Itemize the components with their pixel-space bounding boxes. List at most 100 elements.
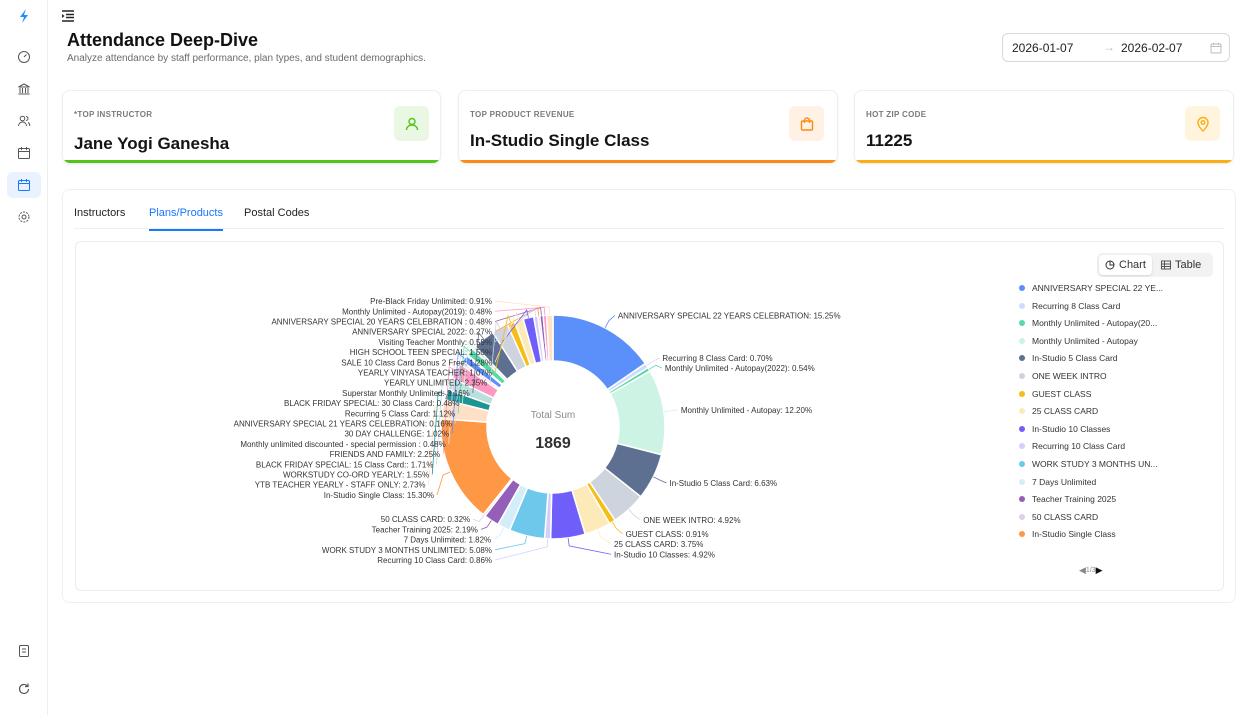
bank-icon (18, 83, 30, 95)
legend-label: Teacher Training 2025 (1032, 494, 1117, 505)
label-leader-line (494, 300, 551, 316)
legend-item[interactable]: In-Studio Single Class (1019, 527, 1116, 541)
legend-item[interactable]: GUEST CLASS (1019, 387, 1091, 401)
kpi-card-hot-zip: HOT ZIP CODE 11225 (854, 90, 1234, 164)
legend-label: GUEST CLASS (1032, 388, 1092, 399)
table-view-button[interactable]: Table (1155, 255, 1207, 275)
chart-view-button[interactable]: Chart (1099, 255, 1152, 275)
kpi-value: In-Studio Single Class (470, 131, 650, 150)
legend-item[interactable]: 7 Days Unlimited (1019, 475, 1096, 489)
label-leader-line (648, 364, 663, 370)
sidebar-item-users[interactable] (7, 108, 41, 134)
label-leader-line (442, 366, 457, 455)
label-leader-line (494, 307, 542, 322)
legend-label: ANNIVERSARY SPECIAL 22 YE... (1032, 283, 1164, 293)
slice-label: 25 CLASS CARD: 3.75% (614, 540, 703, 549)
end-date-field[interactable]: 2026-02-07 (1121, 41, 1183, 55)
donut-slice[interactable] (545, 314, 554, 362)
legend-item[interactable]: Recurring 8 Class Card (1019, 299, 1120, 313)
legend-item[interactable]: Monthly Unlimited - Autopay(20... (1019, 316, 1157, 330)
sidebar (0, 0, 48, 715)
legend-item[interactable]: In-Studio 5 Class Card (1019, 351, 1118, 365)
slice-label: BLACK FRIDAY SPECIAL: 15 Class Card:: 1.… (256, 460, 434, 469)
legend-item[interactable]: 25 CLASS CARD (1019, 404, 1098, 418)
legend-marker (1019, 408, 1025, 415)
legend-marker (1019, 285, 1025, 291)
start-date-field[interactable]: 2026-01-07 (1012, 41, 1074, 55)
sidebar-item-attendance[interactable] (7, 172, 41, 198)
label-leader-line (597, 529, 612, 545)
tab-postal-codes[interactable]: Postal Codes (244, 207, 310, 219)
gear-icon (18, 211, 30, 223)
center-value: 1869 (535, 435, 571, 452)
sidebar-item-bank[interactable] (7, 76, 41, 102)
legend-label: In-Studio 10 Classes (1032, 423, 1111, 434)
legend-page-indicator: 1/3 (1085, 567, 1096, 574)
date-range-picker[interactable]: 2026-01-07 → 2026-02-07 (1002, 33, 1230, 62)
menu-collapse-icon[interactable] (60, 8, 76, 24)
legend-item[interactable]: Teacher Training 2025 (1019, 492, 1116, 506)
slice-label: In-Studio 10 Classes: 4.92% (614, 550, 715, 559)
label-leader-line (567, 537, 612, 555)
label-leader-line (494, 307, 540, 333)
legend-item[interactable]: Recurring 10 Class Card (1019, 439, 1125, 453)
kpi-value: Jane Yogi Ganesha (74, 134, 230, 153)
table-view-label: Table (1175, 259, 1202, 271)
slice-label: SALE 10 Class Card Bonus 2 Free: 1.28% (341, 358, 492, 367)
label-leader-line (604, 315, 616, 329)
calendar-icon (1210, 43, 1222, 54)
legend-item[interactable]: In-Studio 10 Classes (1019, 422, 1110, 436)
sidebar-item-dashboard[interactable] (7, 44, 41, 70)
label-leader-line (494, 314, 512, 373)
label-leader-line (489, 319, 501, 383)
legend-item[interactable]: ONE WEEK INTRO (1019, 369, 1107, 383)
donut-chart: ANNIVERSARY SPECIAL 22 YEARS CELEBRATION… (234, 297, 841, 565)
legend-marker (1019, 337, 1025, 344)
legend-label: Monthly Unlimited - Autopay (1032, 335, 1138, 346)
legend-marker (1019, 461, 1025, 467)
slice-label: YTB TEACHER YEARLY - STAFF ONLY: 2.73% (255, 481, 426, 490)
kpi-value: 11225 (866, 131, 913, 150)
pie-chart-icon (1105, 260, 1115, 270)
sidebar-item-notebook[interactable] (7, 638, 41, 664)
kpi-accent-bar (63, 160, 440, 163)
slice-label: In-Studio Single Class: 15.30% (324, 491, 434, 500)
slice-label: ANNIVERSARY SPECIAL 21 YEARS CELEBRATION… (234, 419, 452, 428)
slice-label: In-Studio 5 Class Card: 6.63% (669, 479, 777, 488)
label-leader-line (431, 391, 446, 475)
legend-label: 25 CLASS CARD (1032, 406, 1099, 417)
kpi-label: HOT ZIP CODE (866, 110, 927, 119)
slice-label: YEARLY VINYASA TEACHER: 1.07% (358, 368, 492, 377)
label-leader-line (646, 357, 660, 366)
slice-label: Recurring 5 Class Card: 1.12% (345, 409, 455, 418)
sidebar-item-logout[interactable] (7, 676, 41, 702)
legend-item[interactable]: 50 CLASS CARD (1019, 510, 1098, 524)
legend-prev-button[interactable]: ◀ (1079, 565, 1086, 575)
map-pin-icon (1185, 106, 1220, 141)
legend-next-button[interactable]: ▶ (1095, 565, 1103, 575)
label-leader-line (653, 476, 667, 484)
tab-plans-products[interactable]: Plans/Products (149, 207, 223, 231)
label-leader-line (457, 345, 471, 414)
slice-label: ONE WEEK INTRO: 4.92% (643, 516, 740, 525)
sidebar-item-settings[interactable] (7, 204, 41, 230)
slice-label: WORKSTUDY CO-ORD YEARLY: 1.55% (283, 470, 429, 479)
sidebar-item-calendar[interactable] (7, 140, 41, 166)
label-leader-line (451, 352, 465, 434)
label-leader-line (473, 515, 485, 523)
slice-label: Pre-Black Friday Unlimited: 0.91% (370, 297, 492, 306)
table-icon (1161, 260, 1171, 270)
legend-item[interactable]: Monthly Unlimited - Autopay (1019, 334, 1138, 348)
slice-label: FRIENDS AND FAMILY: 2.25% (330, 450, 441, 459)
label-leader-line (448, 357, 462, 444)
tab-instructors[interactable]: Instructors (74, 207, 126, 219)
label-leader-line (472, 331, 485, 393)
chart-panel: Chart Table ANNIVERSARY SPECIAL 22 YEARS… (75, 241, 1224, 591)
legend-item[interactable]: ANNIVERSARY SPECIAL 22 YE... (1019, 281, 1163, 295)
legend-label: Monthly Unlimited - Autopay(20... (1032, 318, 1158, 329)
arrow-right-icon: → (1103, 40, 1115, 54)
slice-label: YEARLY UNLIMITED: 2.35% (384, 379, 487, 388)
legend-marker (1019, 531, 1025, 538)
legend-item[interactable]: WORK STUDY 3 MONTHS UN... (1019, 457, 1157, 471)
slice-label: ANNIVERSARY SPECIAL 22 YEARS CELEBRATION… (618, 311, 841, 320)
